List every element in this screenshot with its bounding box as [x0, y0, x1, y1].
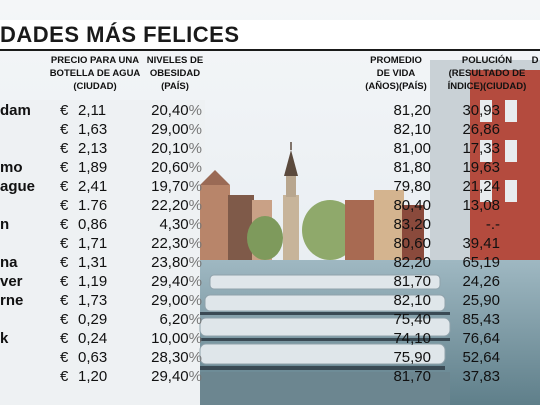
life-expectancy: 82,10 — [393, 292, 431, 309]
life-expectancy: 81,80 — [393, 159, 431, 176]
life-expectancy: 79,80 — [393, 178, 431, 195]
header-life-expectancy: PROMEDIO DE VIDA (AÑOS)(PAÍS) — [365, 55, 427, 92]
obesity-level: 22,30% — [151, 235, 202, 252]
pollution-index: 76,64 — [462, 330, 500, 347]
life-expectancy: 81,70 — [393, 368, 431, 385]
table-row: ague €2,41 19,70% 79,80 21,24 — [0, 177, 540, 197]
water-price: €0,29 — [60, 311, 108, 328]
pollution-index: -.- — [485, 216, 500, 233]
life-expectancy: 75,40 — [393, 311, 431, 328]
life-expectancy: 81,20 — [393, 102, 431, 119]
water-price: €2,11 — [60, 102, 107, 119]
pollution-index: 26,86 — [462, 121, 500, 138]
pollution-index: 13,08 — [462, 197, 500, 214]
pollution-index: 17,33 — [462, 140, 500, 157]
water-price: €1,19 — [60, 273, 108, 290]
header-pollution: POLUCIÓN (RESULTADO DE ÍNDICE)(CIUDAD) — [447, 55, 527, 92]
city-name — [0, 234, 40, 254]
city-name: dam — [0, 102, 31, 119]
obesity-level: 20,10% — [151, 140, 202, 157]
city-name: mo — [0, 159, 23, 176]
table-row: ver €1,19 29,40% 81,70 24,26 — [0, 272, 540, 292]
life-expectancy: 81,00 — [393, 140, 431, 157]
pollution-index: 52,64 — [462, 349, 500, 366]
obesity-level: 29,00% — [151, 292, 202, 309]
obesity-level: 23,80% — [151, 254, 202, 271]
obesity-level: 29,40% — [151, 368, 202, 385]
pollution-index: 19,63 — [462, 159, 500, 176]
table-row: k €0,24 10,00% 74,10 76,64 — [0, 329, 540, 349]
water-price: €2,13 — [60, 140, 108, 157]
obesity-level: 4,30% — [159, 216, 202, 233]
title-divider — [0, 49, 540, 51]
water-price: €1,89 — [60, 159, 108, 176]
obesity-level: 22,20% — [151, 197, 202, 214]
life-expectancy: 82,20 — [393, 254, 431, 271]
pollution-index: 65,19 — [462, 254, 500, 271]
water-price: €1,63 — [60, 121, 108, 138]
table-row: €1,20 29,40% 81,70 37,83 — [0, 367, 540, 387]
table-row: n €0,86 4,30% 83,20 -.- — [0, 215, 540, 235]
table-row: €0,63 28,30% 75,90 52,64 — [0, 348, 540, 368]
city-name: ver — [0, 273, 23, 290]
obesity-level: 20,60% — [151, 159, 202, 176]
water-price: €1,71 — [60, 235, 108, 252]
page-title: DADES MÁS FELICES — [0, 22, 240, 47]
header-obesity: NIVELES DE OBESIDAD (PAÍS) — [146, 55, 204, 92]
table-row: dam €2,11 20,40% 81,20 30,93 — [0, 101, 540, 121]
water-price: €1,73 — [60, 292, 108, 309]
life-expectancy: 83,20 — [393, 216, 431, 233]
city-name — [0, 196, 40, 216]
pollution-index: 30,93 — [462, 102, 500, 119]
pollution-index: 25,90 — [462, 292, 500, 309]
table-row: €0,29 6,20% 75,40 85,43 — [0, 310, 540, 330]
pollution-index: 37,83 — [462, 368, 500, 385]
water-price: €1.76 — [60, 197, 108, 214]
life-expectancy: 81,70 — [393, 273, 431, 290]
table-row: €2,13 20,10% 81,00 17,33 — [0, 139, 540, 159]
water-price: €2,41 — [60, 178, 108, 195]
city-name — [0, 367, 40, 387]
city-name — [0, 310, 40, 330]
title-bar: DADES MÁS FELICES — [0, 20, 540, 50]
obesity-level: 29,00% — [151, 121, 202, 138]
header-water-price: PRECIO PARA UNA BOTELLA DE AGUA (CIUDAD) — [49, 55, 141, 92]
obesity-level: 20,40% — [151, 102, 202, 119]
table-row: mo €1,89 20,60% 81,80 19,63 — [0, 158, 540, 178]
water-price: €1,20 — [60, 368, 108, 385]
city-name: k — [0, 330, 9, 347]
obesity-level: 29,40% — [151, 273, 202, 290]
pollution-index: 85,43 — [462, 311, 500, 328]
obesity-level: 6,20% — [159, 311, 202, 328]
water-price: €0,86 — [60, 216, 108, 233]
life-expectancy: 75,90 — [393, 349, 431, 366]
table-row: na €1,31 23,80% 82,20 65,19 — [0, 253, 540, 273]
life-expectancy: 80,60 — [393, 235, 431, 252]
life-expectancy: 82,10 — [393, 121, 431, 138]
city-name: na — [0, 254, 18, 271]
city-name — [0, 139, 40, 159]
obesity-level: 19,70% — [151, 178, 202, 195]
life-expectancy: 80,40 — [393, 197, 431, 214]
city-name: rne — [0, 292, 24, 309]
life-expectancy: 74,10 — [393, 330, 431, 347]
obesity-level: 10,00% — [151, 330, 202, 347]
table-row: €1,71 22,30% 80,60 39,41 — [0, 234, 540, 254]
header-extra-cut: D — [531, 55, 539, 66]
table-row: €1,63 29,00% 82,10 26,86 — [0, 120, 540, 140]
pollution-index: 39,41 — [462, 235, 500, 252]
city-name — [0, 348, 40, 368]
pollution-index: 21,24 — [462, 178, 500, 195]
city-name: n — [0, 216, 10, 233]
pollution-index: 24,26 — [462, 273, 500, 290]
water-price: €0,63 — [60, 349, 108, 366]
city-name: ague — [0, 178, 36, 195]
obesity-level: 28,30% — [151, 349, 202, 366]
water-price: €1,31 — [60, 254, 108, 271]
city-name — [0, 120, 40, 140]
water-price: €0,24 — [60, 330, 108, 347]
table-row: rne €1,73 29,00% 82,10 25,90 — [0, 291, 540, 311]
table-row: €1.76 22,20% 80,40 13,08 — [0, 196, 540, 216]
